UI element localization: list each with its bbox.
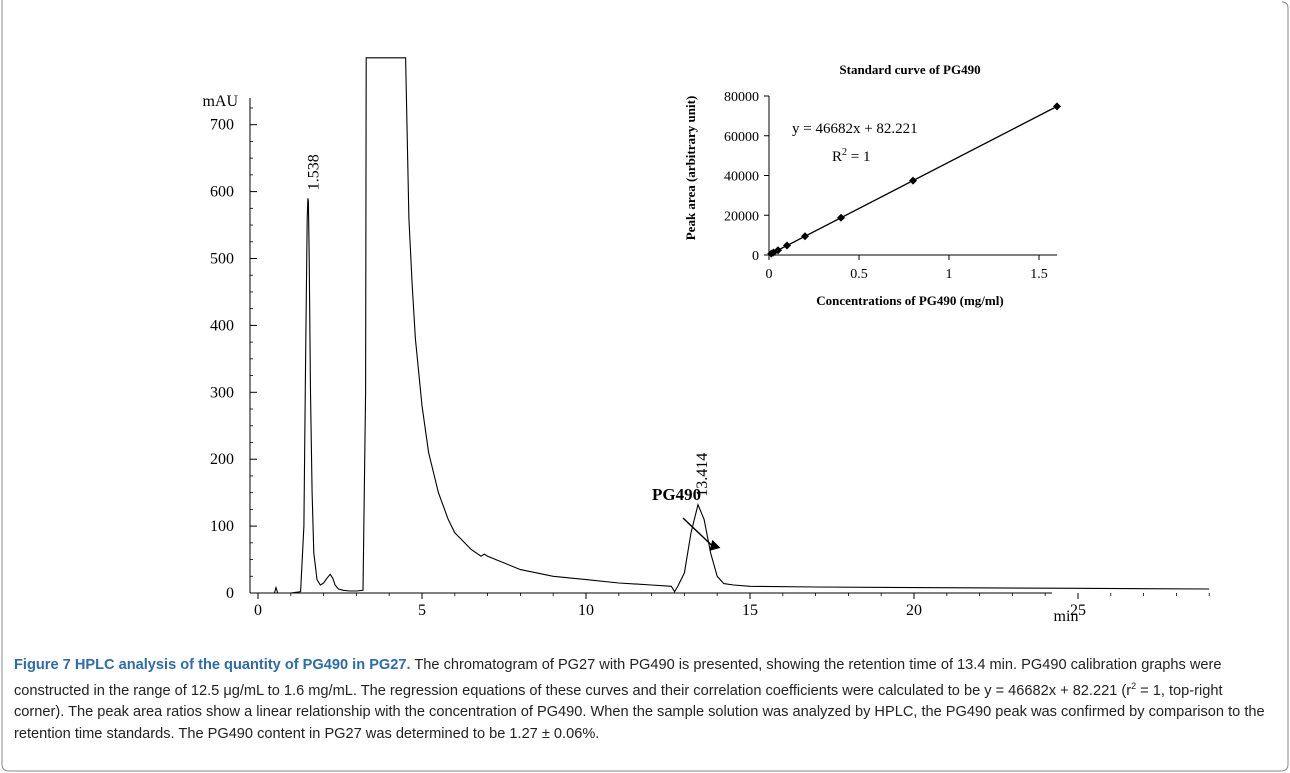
inset-data-point [783,241,791,250]
inset-r-squared: R2 = 1 [832,147,870,165]
y-tick-label: 300 [210,384,234,401]
inset-equation: y = 46682x + 82.221 [792,121,918,137]
x-axis-label: min [1054,608,1079,625]
y-tick-label: 400 [210,317,234,334]
y-tick-label: 0 [226,585,234,602]
inset-y-tick-label: 60000 [724,130,759,145]
pg490-arrowhead [709,539,721,551]
inset-title: Standard curve of PG490 [839,62,980,77]
inset-data-point [837,213,845,222]
pg490-arrow [682,517,714,548]
caption-body-end: = 1, top-right corner). The peak area ra… [14,683,1265,742]
y-tick-label: 100 [210,518,234,535]
inset-x-tick-label: 0.5 [850,267,868,282]
caption-exponent: 2 [1131,681,1137,692]
peak-label-1538: 1.538 [305,154,322,190]
y-tick-label: 700 [210,117,234,134]
y-axis-label: mAU [202,93,238,110]
figure-caption: Figure 7 HPLC analysis of the quantity o… [14,655,1276,745]
inset-x-tick-label: 1.5 [1030,267,1048,282]
inset-x-tick-label: 1 [946,267,953,282]
x-tick-label: 20 [906,602,922,619]
chart-area: 0 5 10 15 20 250100200300400500600700mAUmin1.… [202,57,1210,625]
inset-data-point [1053,102,1061,111]
inset-data-point [774,246,782,255]
inset-y-tick-label: 20000 [724,209,759,224]
y-tick-label: 200 [210,451,234,468]
chromatogram-trace [258,57,1210,594]
inset-x-tick-label: 0 [766,267,773,282]
inset-data-point [909,176,917,185]
x-tick-label: 15 [742,602,758,619]
inset-x-axis-label: Concentrations of PG490 (mg/ml) [816,293,1003,308]
inset-y-axis-label: Peak area (arbitrary unit) [683,96,698,241]
caption-label: Figure 7 [14,657,71,673]
pg490-annotation: PG490 [652,485,701,504]
y-tick-label: 600 [210,184,234,201]
inset-y-tick-label: 80000 [724,90,759,105]
peak-label-13414: 13.414 [694,453,711,497]
x-tick-label: 25 [1070,602,1086,619]
x-tick-label: 5 [418,602,426,619]
inset-y-tick-label: 40000 [724,170,759,185]
inset-data-point [801,232,809,241]
y-tick-label: 500 [210,251,234,268]
x-tick-label: 10 [578,602,594,619]
inset-y-tick-label: 0 [752,249,759,264]
caption-title: HPLC analysis of the quantity of PG490 i… [74,657,411,673]
x-tick-label: 0 [254,602,262,619]
caption-body: The chromatogram of PG27 with PG490 is p… [14,657,1222,700]
